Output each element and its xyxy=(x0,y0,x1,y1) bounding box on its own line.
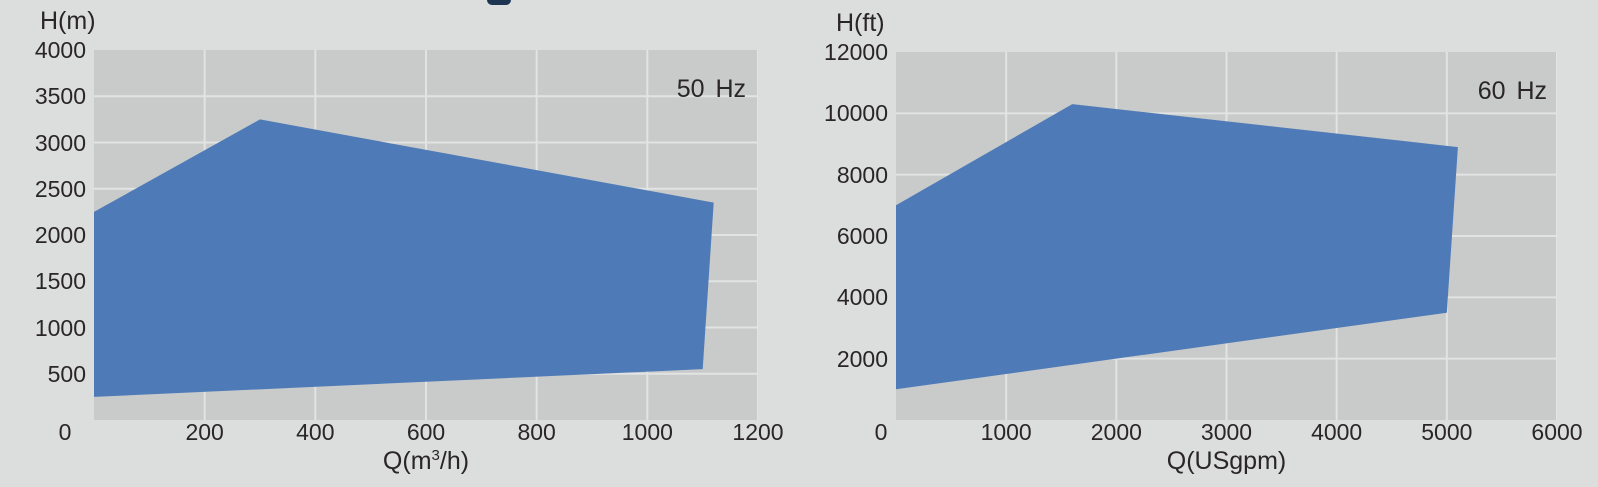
x-tick-label: 2000 xyxy=(1090,419,1142,445)
x-tick-label: 600 xyxy=(406,419,446,445)
x-axis-unit-label: Q(m3/h) xyxy=(94,448,758,474)
x-tick-label: 3000 xyxy=(1200,419,1253,445)
envelope-area-chart xyxy=(896,52,1557,420)
y-tick-label: 8000 xyxy=(836,161,888,188)
y-tick-label: 1000 xyxy=(34,314,86,341)
y-tick-label: 2000 xyxy=(34,222,86,248)
x-tick-label: 800 xyxy=(517,419,556,445)
frequency-label: 60 Hz xyxy=(1477,77,1547,105)
x-tick-label: 5000 xyxy=(1421,419,1473,445)
x-tick-label: 1200 xyxy=(732,419,784,445)
y-tick-label: 6000 xyxy=(836,223,888,249)
y-tick-label: 2500 xyxy=(34,175,86,202)
y-tick-label: 10000 xyxy=(824,100,888,127)
x-axis-unit-prefix: Q(m xyxy=(382,447,432,475)
x-axis-unit-label: Q(USgpm) xyxy=(896,448,1557,474)
y-tick-label: 3500 xyxy=(34,83,86,110)
performance-envelope-area xyxy=(94,119,714,397)
y-tick-label: 500 xyxy=(47,360,86,387)
y-tick-label: 1500 xyxy=(34,268,86,295)
y-axis-unit-label: H(m) xyxy=(40,7,96,35)
x-tick-label: 1000 xyxy=(621,419,673,445)
plot-area: 50 Hz xyxy=(94,50,758,420)
y-tick-label: 4000 xyxy=(34,37,86,63)
x-tick-label: 400 xyxy=(296,419,335,445)
x-tick-label: 1000 xyxy=(980,419,1032,445)
x-tick-label: 0 xyxy=(874,419,888,445)
envelope-area-chart xyxy=(94,50,758,420)
x-axis-unit-prefix: Q(USgpm) xyxy=(1166,447,1287,475)
y-tick-label: 2000 xyxy=(836,345,888,372)
x-tick-label: 0 xyxy=(58,419,72,445)
frequency-label: 50 Hz xyxy=(676,75,746,103)
y-tick-label: 4000 xyxy=(836,284,888,311)
plot-area: 60 Hz xyxy=(896,52,1557,420)
y-tick-label: 3000 xyxy=(34,129,86,156)
x-tick-label: 4000 xyxy=(1311,419,1363,445)
y-tick-label: 12000 xyxy=(824,39,888,65)
x-axis-unit-superscript: 3 xyxy=(431,447,440,464)
performance-envelope-area xyxy=(896,104,1458,390)
y-axis-unit-label: H(ft) xyxy=(836,9,885,37)
x-tick-label: 200 xyxy=(185,419,224,445)
x-tick-label: 6000 xyxy=(1531,419,1583,445)
cropped-heading-glyph xyxy=(487,0,511,5)
x-axis-unit-suffix: /h) xyxy=(439,447,470,475)
